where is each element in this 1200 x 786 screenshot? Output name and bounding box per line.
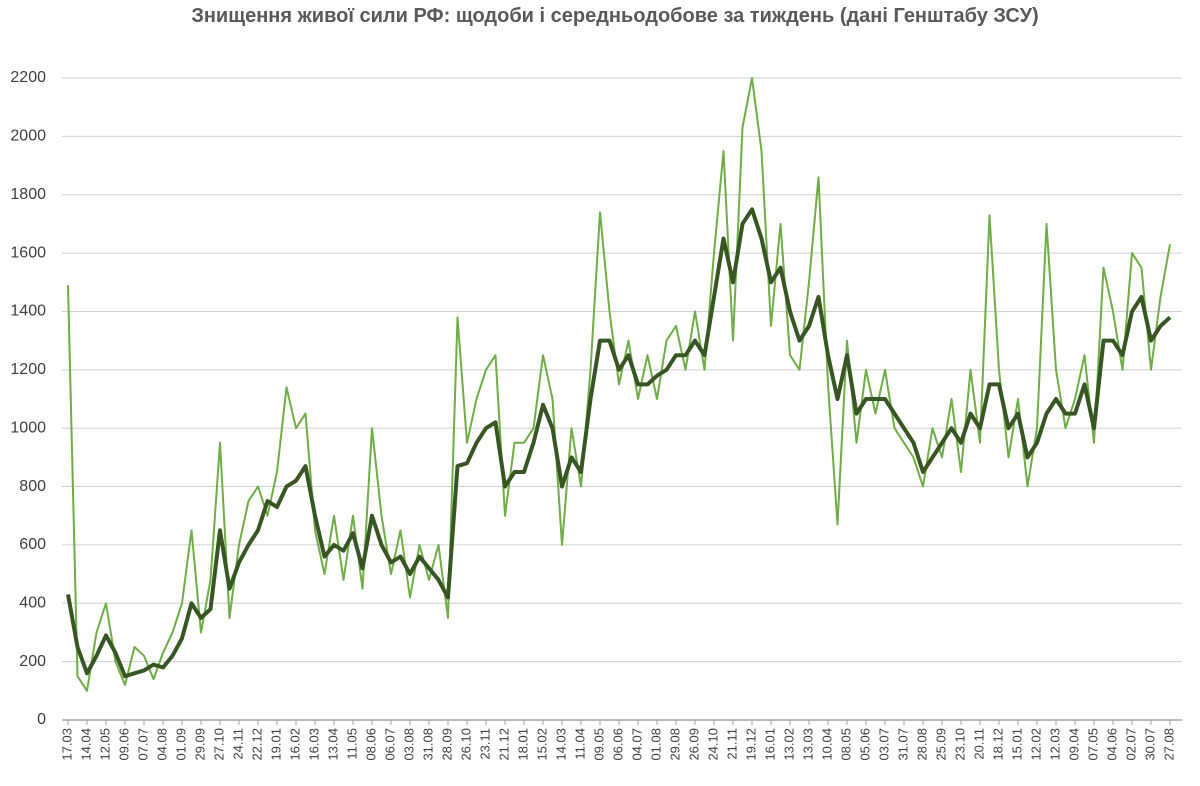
x-tick-label: 08.05	[838, 728, 853, 761]
y-tick-label: 1600	[10, 244, 46, 261]
x-tick-label: 15.02	[534, 728, 549, 761]
x-tick-label: 22.12	[249, 728, 264, 761]
x-tick-label: 17.03	[59, 728, 74, 761]
x-tick-label: 19.12	[743, 728, 758, 761]
x-tick-label: 13.03	[800, 728, 815, 761]
x-tick-label: 14.04	[78, 728, 93, 761]
series-line	[66, 207, 1172, 679]
x-tick-label: 28.09	[439, 728, 454, 761]
x-tick-label: 31.07	[895, 728, 910, 761]
x-tick-label: 02.07	[1123, 728, 1138, 761]
chart-title: Знищення живої сили РФ: щодоби і середнь…	[191, 5, 1038, 27]
x-tick-label: 13.04	[325, 728, 340, 761]
x-tick-label: 27.08	[1161, 728, 1176, 761]
x-tick-label: 12.05	[97, 728, 112, 761]
x-tick-label: 23.10	[952, 728, 967, 761]
x-tick-label: 09.05	[591, 728, 606, 761]
y-tick-label: 2000	[10, 128, 46, 145]
x-tick-label: 30.07	[1142, 728, 1157, 761]
x-tick-label: 28.08	[914, 728, 929, 761]
x-tick-label: 03.07	[876, 728, 891, 761]
y-tick-label: 600	[19, 536, 46, 553]
y-tick-label: 400	[19, 594, 46, 611]
x-tick-label: 24.10	[705, 728, 720, 761]
x-tick-label: 09.06	[116, 728, 131, 761]
x-tick-label: 04.08	[154, 728, 169, 761]
x-tick-label: 29.09	[192, 728, 207, 761]
x-tick-label: 07.07	[135, 728, 150, 761]
x-tick-label: 26.10	[458, 728, 473, 761]
x-tick-label: 04.07	[629, 728, 644, 761]
x-tick-label: 12.03	[1047, 728, 1062, 761]
x-tick-label: 03.08	[401, 728, 416, 761]
x-tick-label: 18.12	[990, 728, 1005, 761]
x-tick-label: 18.01	[515, 728, 530, 761]
x-tick-label: 16.03	[306, 728, 321, 761]
series-line	[67, 77, 1171, 692]
y-tick-label: 800	[19, 478, 46, 495]
x-tick-label: 11.04	[572, 728, 587, 760]
x-tick-label: 20.11	[971, 728, 986, 760]
x-tick-label: 08.06	[363, 728, 378, 761]
x-tick-label: 27.10	[211, 728, 226, 761]
x-tick-label: 21.11	[724, 728, 739, 760]
y-tick-label: 1000	[10, 419, 46, 436]
x-tick-label: 11.05	[344, 728, 359, 760]
y-tick-label: 200	[19, 653, 46, 670]
x-tick-label: 14.03	[553, 728, 568, 761]
x-tick-label: 16.01	[762, 728, 777, 761]
x-tick-label: 23.11	[477, 728, 492, 760]
y-tick-label: 1400	[10, 303, 46, 320]
x-tick-label: 15.01	[1009, 728, 1024, 761]
x-tick-label: 25.09	[933, 728, 948, 761]
x-tick-label: 31.08	[420, 728, 435, 761]
x-tick-label: 06.07	[382, 728, 397, 761]
x-tick-label: 13.02	[781, 728, 796, 761]
y-tick-label: 0	[37, 711, 46, 728]
x-tick-label: 07.05	[1085, 728, 1100, 761]
y-tick-label: 1200	[10, 361, 46, 378]
x-tick-label: 16.02	[287, 728, 302, 761]
x-tick-label: 04.06	[1104, 728, 1119, 761]
y-tick-label: 1800	[10, 186, 46, 203]
x-tick-label: 01.08	[648, 728, 663, 761]
x-tick-label: 12.02	[1028, 728, 1043, 761]
x-tick-label: 10.04	[819, 728, 834, 761]
x-tick-label: 29.08	[667, 728, 682, 761]
x-tick-label: 24.11	[230, 728, 245, 760]
x-tick-label: 06.06	[610, 728, 625, 761]
x-tick-label: 21.12	[496, 728, 511, 761]
x-tick-label: 09.04	[1066, 728, 1081, 761]
x-tick-label: 19.01	[268, 728, 283, 761]
x-tick-label: 05.06	[857, 728, 872, 761]
y-tick-label: 2200	[10, 69, 46, 86]
x-tick-label: 01.09	[173, 728, 188, 761]
x-tick-label: 26.09	[686, 728, 701, 761]
